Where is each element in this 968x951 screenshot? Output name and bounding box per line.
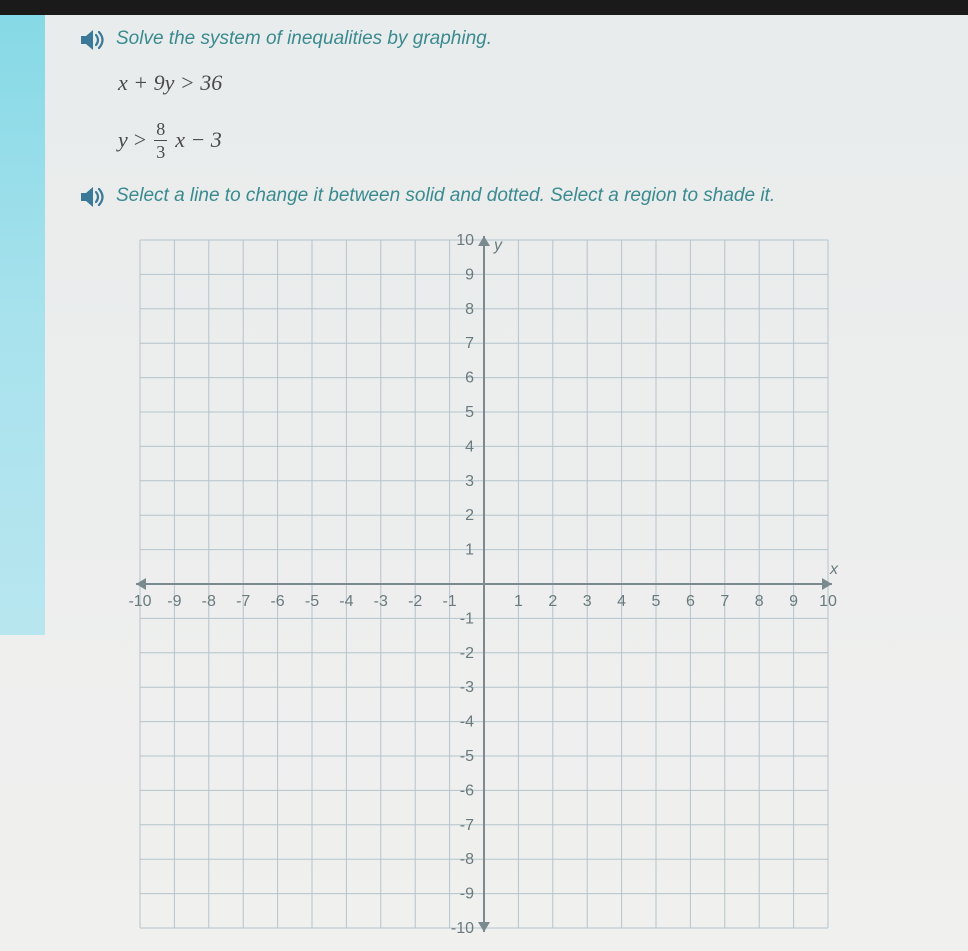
ineq2-lhs: y	[118, 126, 128, 155]
svg-text:7: 7	[465, 335, 474, 352]
svg-text:-4: -4	[460, 713, 474, 730]
svg-text:-6: -6	[460, 782, 474, 799]
svg-text:x: x	[829, 561, 839, 578]
svg-text:9: 9	[789, 593, 798, 610]
svg-text:-1: -1	[460, 610, 474, 627]
inequality-1: x + 9y > 36	[118, 69, 950, 98]
svg-text:9: 9	[465, 266, 474, 283]
svg-text:1: 1	[465, 541, 474, 558]
ineq2-op: >	[134, 126, 146, 155]
svg-text:-1: -1	[442, 593, 456, 610]
svg-text:3: 3	[465, 472, 474, 489]
svg-text:-3: -3	[460, 679, 474, 696]
svg-text:8: 8	[465, 300, 474, 317]
frac-den: 3	[154, 141, 167, 163]
inequality-2: y > 8 3 x − 3	[118, 118, 950, 163]
ineq2-fraction: 8 3	[154, 118, 167, 163]
svg-text:-10: -10	[128, 593, 151, 610]
inequalities-block: x + 9y > 36 y > 8 3 x − 3	[118, 69, 950, 163]
svg-text:y: y	[493, 237, 503, 254]
svg-text:-8: -8	[460, 851, 474, 868]
svg-text:-9: -9	[167, 593, 181, 610]
sidebar-accent-stripe	[0, 15, 45, 635]
svg-text:-2: -2	[460, 644, 474, 661]
prompt-2-text: Select a line to change it between solid…	[116, 185, 775, 207]
svg-text:-3: -3	[374, 593, 388, 610]
svg-text:-4: -4	[339, 593, 353, 610]
svg-text:-10: -10	[451, 920, 474, 937]
prompt-1-row: Solve the system of inequalities by grap…	[80, 28, 950, 51]
ineq2-tail: x − 3	[175, 126, 222, 155]
svg-text:6: 6	[686, 593, 695, 610]
speaker-icon[interactable]	[80, 29, 106, 51]
svg-text:10: 10	[819, 593, 837, 610]
svg-text:2: 2	[465, 507, 474, 524]
svg-text:-7: -7	[236, 593, 250, 610]
svg-text:-5: -5	[460, 748, 474, 765]
svg-text:4: 4	[465, 438, 474, 455]
prompt-2-row: Select a line to change it between solid…	[80, 185, 950, 208]
prompt-1-text: Solve the system of inequalities by grap…	[116, 28, 492, 50]
svg-text:2: 2	[548, 593, 557, 610]
frac-num: 8	[154, 118, 167, 141]
svg-text:4: 4	[617, 593, 626, 610]
svg-text:5: 5	[465, 404, 474, 421]
svg-text:1: 1	[514, 593, 523, 610]
svg-text:10: 10	[456, 232, 474, 249]
svg-text:5: 5	[652, 593, 661, 610]
svg-text:-6: -6	[270, 593, 284, 610]
svg-text:-9: -9	[460, 885, 474, 902]
svg-text:-7: -7	[460, 816, 474, 833]
svg-text:-5: -5	[305, 593, 319, 610]
speaker-icon[interactable]	[80, 186, 106, 208]
svg-text:8: 8	[755, 593, 764, 610]
svg-text:-8: -8	[202, 593, 216, 610]
svg-text:-2: -2	[408, 593, 422, 610]
svg-text:3: 3	[583, 593, 592, 610]
svg-text:7: 7	[720, 593, 729, 610]
svg-text:6: 6	[465, 369, 474, 386]
coordinate-grid[interactable]: -10 -9 -8 -7 -6 -5 -4 -3 -2 -1 1 2 3 4 5 6 7 8 9 10 -10 -9 -8 -…	[128, 228, 840, 940]
content-area: Solve the system of inequalities by grap…	[80, 28, 950, 940]
